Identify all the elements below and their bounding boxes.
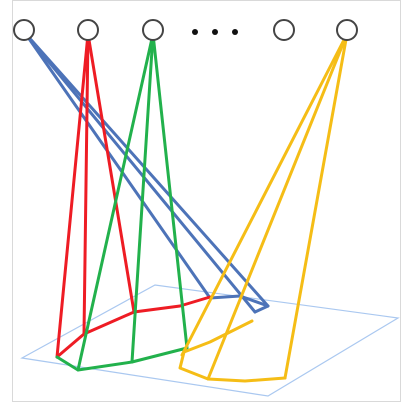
ellipsis-dot: [212, 29, 218, 35]
red-ray: [86, 32, 136, 314]
node-circle: [336, 19, 358, 41]
ground-plane: [20, 284, 400, 397]
yellow-ray: [283, 32, 349, 380]
blue-ray: [23, 31, 212, 300]
red-ray: [82, 32, 90, 336]
ellipsis-dot: [192, 29, 198, 35]
red-ray: [55, 32, 90, 359]
red-cone: [55, 32, 212, 359]
green-cone: [55, 32, 189, 372]
blue-ray: [23, 31, 270, 308]
green-ray: [130, 32, 155, 364]
green-ray: [76, 32, 155, 372]
node-circle: [77, 19, 99, 41]
node-circle: [273, 19, 295, 41]
blue-cone: [23, 31, 270, 314]
green-ray: [151, 32, 189, 350]
yellow-ray: [180, 32, 349, 357]
node-circle: [142, 19, 164, 41]
yellow-footprint: [178, 319, 287, 383]
node-circle: [13, 19, 35, 41]
image-border: [12, 0, 401, 402]
yellow-cone: [178, 32, 349, 383]
blue-footprint: [208, 294, 270, 314]
blue-ray: [23, 31, 257, 314]
yellow-ray: [206, 32, 349, 381]
ellipsis-dot: [232, 29, 238, 35]
